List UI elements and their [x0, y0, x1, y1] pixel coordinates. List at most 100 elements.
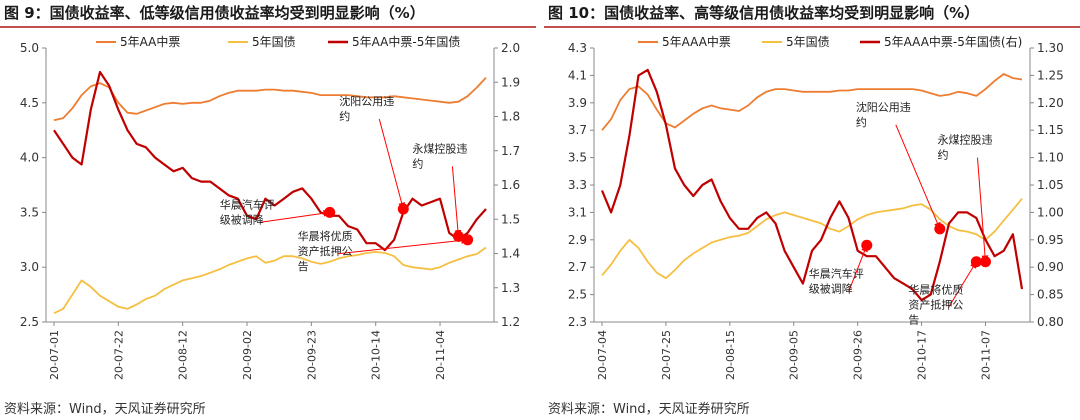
- y-tick-label-right: 1.15: [1037, 123, 1064, 137]
- legend-label: 5年AAA中票: [662, 34, 731, 49]
- annotation-label: 永煤控股违约: [412, 141, 467, 170]
- x-tick-label: 20-10-14: [370, 330, 383, 380]
- event-marker-dot: [397, 203, 409, 215]
- y-tick-label-right: 0.85: [1037, 288, 1064, 302]
- y-tick-label-right: 1.05: [1037, 178, 1064, 192]
- source-note: 资料来源：Wind，天风证券研究所: [548, 402, 750, 417]
- y-tick-label-right: 1.6: [501, 178, 520, 192]
- x-tick-label: 20-09-02: [241, 330, 254, 380]
- annotation-label-line: 华晨将优质: [298, 229, 353, 243]
- series-line: [600, 68, 1024, 302]
- annotation-label-line: 资产抵押公: [908, 298, 963, 312]
- annotation-label-line: 沈阳公用违: [856, 100, 911, 114]
- y-tick-label-left: 3.0: [20, 260, 39, 274]
- x-tick-label: 20-08-12: [177, 330, 190, 380]
- title-rule: [544, 26, 1080, 28]
- x-tick-label: 20-10-17: [916, 330, 929, 380]
- x-tick-label: 20-09-23: [305, 330, 318, 380]
- y-tick-label-right: 1.30: [1037, 41, 1064, 55]
- y-tick-label-right: 1.7: [501, 144, 520, 158]
- x-tick-label: 20-07-22: [112, 330, 125, 380]
- annotation-label-line: 华晨将优质: [908, 283, 963, 297]
- annotation-label: 华晨将优质资产抵押公告: [298, 229, 353, 273]
- annotation-label: 华晨汽车评级被调降: [809, 266, 864, 295]
- y-tick-label-left: 2.5: [568, 288, 587, 302]
- event-marker-dot: [970, 256, 982, 268]
- annotation-label-line: 级被调降: [809, 281, 853, 295]
- chart-title: 图 10：国债收益率、高等级信用债收益率均受到明显影响（%）: [548, 4, 980, 22]
- y-tick-label-right: 0.80: [1037, 315, 1064, 329]
- y-tick-label-left: 4.5: [20, 96, 39, 110]
- chart-panel-left: 图 9：国债收益率、低等级信用债收益率均受到明显影响（%） 2.5 3.0 3.5 4…: [0, 0, 536, 420]
- series-line: [53, 246, 487, 315]
- annotation-label-line: 沈阳公用违: [339, 94, 394, 108]
- y-tick-label-left: 4.0: [20, 151, 39, 165]
- y-tick-label-left: 2.7: [568, 260, 587, 274]
- x-tick-label: 20-07-01: [48, 330, 61, 380]
- annotation-label: 华晨汽车评级被调降: [220, 197, 275, 226]
- annotation-label-line: 约: [412, 157, 423, 170]
- title-rule: [0, 26, 536, 28]
- series-line: [53, 70, 487, 252]
- y-tick-label-left: 3.1: [568, 205, 587, 219]
- y-tick-label-right: 2.0: [501, 41, 520, 55]
- y-tick-label-left: 3.3: [568, 178, 587, 192]
- y-tick-label-left: 4.3: [568, 41, 587, 55]
- y-tick-label-left: 4.1: [568, 68, 587, 82]
- x-tick-label: 20-11-07: [979, 330, 992, 380]
- annotation-label-line: 华晨汽车评: [809, 266, 864, 280]
- y-tick-label-right: 1.5: [501, 212, 520, 226]
- event-marker-dot: [861, 239, 873, 251]
- y-tick-label-right: 1.8: [501, 110, 520, 124]
- event-marker-dot: [979, 256, 991, 268]
- line-chart-high-grade: 2.3 2.5 2.7 2.9 3.1 3.3 3.5 3.7 3.9 4.1 4.3 0.80 0.8…: [568, 34, 1064, 380]
- y-tick-label-right: 0.90: [1037, 260, 1064, 274]
- y-tick-label-left: 2.5: [20, 315, 39, 329]
- annotation-label: 永煤控股违约: [937, 133, 992, 162]
- y-tick-label-left: 3.9: [568, 96, 587, 110]
- y-tick-label-right: 1.00: [1037, 205, 1064, 219]
- y-tick-label-right: 1.10: [1037, 151, 1064, 165]
- annotation-label-line: 告: [908, 314, 919, 327]
- x-tick-label: 20-08-15: [724, 330, 737, 380]
- annotation-arrow: [895, 124, 941, 230]
- x-tick-label: 20-07-04: [596, 330, 609, 380]
- annotation-label-line: 约: [937, 149, 948, 162]
- series-line: [601, 73, 1023, 131]
- y-tick-label-left: 2.9: [568, 233, 587, 247]
- annotation-label-line: 告: [298, 260, 309, 273]
- y-tick-label-left: 3.5: [568, 151, 587, 165]
- line-chart-low-grade: 2.5 3.0 3.5 4.0 4.5 5.0 1.2 1.3 1.4 1.5 1.6 1.7 1.8 1…: [20, 34, 520, 380]
- x-tick-label: 20-07-25: [660, 330, 673, 380]
- chart-panel-right: 图 10：国债收益率、高等级信用债收益率均受到明显影响（%） 2.3 2.5 2.7…: [544, 0, 1080, 420]
- annotation-arrow: [378, 118, 406, 210]
- source-note: 资料来源：Wind，天风证券研究所: [4, 402, 206, 417]
- annotation-arrow: [259, 209, 331, 223]
- event-marker-dot: [462, 234, 474, 246]
- annotation-label-line: 资产抵押公: [298, 244, 353, 258]
- x-tick-label: 20-09-26: [852, 330, 865, 380]
- annotation-label-line: 级被调降: [220, 212, 264, 226]
- chart-title: 图 9：国债收益率、低等级信用债收益率均受到明显影响（%）: [4, 4, 425, 22]
- series-line: [53, 76, 487, 122]
- annotation-label-line: 约: [339, 110, 350, 123]
- event-marker-dot: [934, 223, 946, 235]
- y-tick-label-right: 1.9: [501, 75, 520, 89]
- annotation-arrow: [337, 236, 469, 255]
- y-tick-label-left: 2.3: [568, 315, 587, 329]
- y-tick-label-right: 1.4: [501, 247, 520, 261]
- annotation-label: 沈阳公用违约: [339, 94, 394, 123]
- event-marker-dot: [324, 206, 336, 218]
- annotation-label-line: 永煤控股违: [412, 141, 467, 155]
- x-tick-label: 20-09-05: [788, 330, 801, 380]
- series-line: [601, 198, 1023, 280]
- annotation-arrow: [976, 157, 989, 263]
- annotation-label-line: 约: [856, 116, 867, 129]
- annotation-arrow: [947, 261, 977, 308]
- annotation-label: 沈阳公用违约: [856, 100, 911, 129]
- annotation-label-line: 华晨汽车评: [220, 197, 275, 211]
- legend-label: 5年AAA中票-5年国债(右): [884, 34, 1022, 49]
- annotation-label-line: 永煤控股违: [937, 133, 992, 147]
- legend-label: 5年国债: [252, 35, 296, 49]
- y-tick-label-right: 0.95: [1037, 233, 1064, 247]
